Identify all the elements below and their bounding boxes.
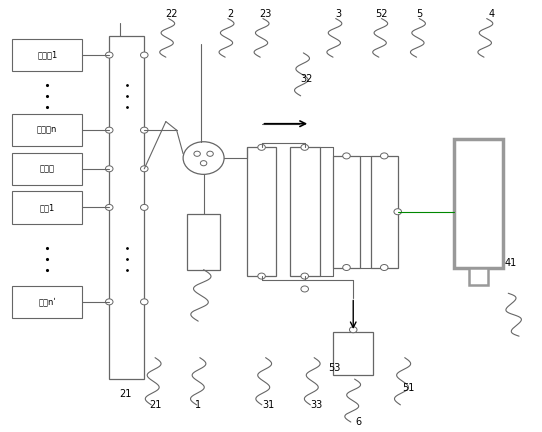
Bar <box>12 286 82 318</box>
Bar <box>12 39 82 71</box>
Bar <box>469 267 488 285</box>
Bar <box>290 147 320 276</box>
Text: 样品nʹ: 样品nʹ <box>38 297 56 306</box>
Text: 4: 4 <box>489 9 495 19</box>
Circle shape <box>106 127 113 133</box>
Circle shape <box>380 153 388 159</box>
Circle shape <box>343 153 350 159</box>
Bar <box>333 332 373 375</box>
Circle shape <box>201 161 207 166</box>
Text: 33: 33 <box>311 400 323 410</box>
Circle shape <box>343 264 350 270</box>
Circle shape <box>194 151 201 156</box>
Circle shape <box>106 166 113 172</box>
Bar <box>12 152 82 185</box>
Bar <box>12 191 82 223</box>
Circle shape <box>380 264 388 270</box>
Text: 32: 32 <box>300 73 312 84</box>
Text: 52: 52 <box>375 9 388 19</box>
Circle shape <box>394 209 402 215</box>
Text: 51: 51 <box>402 383 415 393</box>
Text: 1: 1 <box>195 400 201 410</box>
Bar <box>247 147 276 276</box>
Text: 5: 5 <box>416 9 422 19</box>
Circle shape <box>301 144 308 150</box>
Circle shape <box>140 299 148 305</box>
Circle shape <box>106 52 113 58</box>
Text: 31: 31 <box>262 400 274 410</box>
Bar <box>12 114 82 146</box>
Text: 6: 6 <box>356 417 362 427</box>
Text: 清洗涵: 清洗涵 <box>40 164 55 173</box>
Circle shape <box>140 204 148 210</box>
Text: 2: 2 <box>228 9 234 19</box>
Bar <box>454 139 503 267</box>
Text: 秘释涵n: 秘释涵n <box>37 126 57 135</box>
Text: 21: 21 <box>149 400 162 410</box>
Text: 41: 41 <box>505 258 517 268</box>
Text: 23: 23 <box>260 9 272 19</box>
Circle shape <box>258 273 266 279</box>
Circle shape <box>183 142 224 175</box>
Text: 秘释涵1: 秘释涵1 <box>37 51 57 60</box>
Circle shape <box>207 151 214 156</box>
Bar <box>333 156 360 267</box>
Circle shape <box>106 204 113 210</box>
Circle shape <box>350 327 357 333</box>
Bar <box>188 214 220 270</box>
Circle shape <box>140 127 148 133</box>
Text: 21: 21 <box>119 389 132 399</box>
Circle shape <box>301 273 308 279</box>
Circle shape <box>140 166 148 172</box>
Circle shape <box>301 286 308 292</box>
Circle shape <box>106 299 113 305</box>
Text: 53: 53 <box>328 363 341 373</box>
Text: 样品1: 样品1 <box>40 203 55 212</box>
Text: 3: 3 <box>335 9 341 19</box>
Circle shape <box>140 52 148 58</box>
Circle shape <box>258 144 266 150</box>
Text: 22: 22 <box>165 9 177 19</box>
Bar <box>109 36 144 379</box>
Bar <box>371 156 398 267</box>
